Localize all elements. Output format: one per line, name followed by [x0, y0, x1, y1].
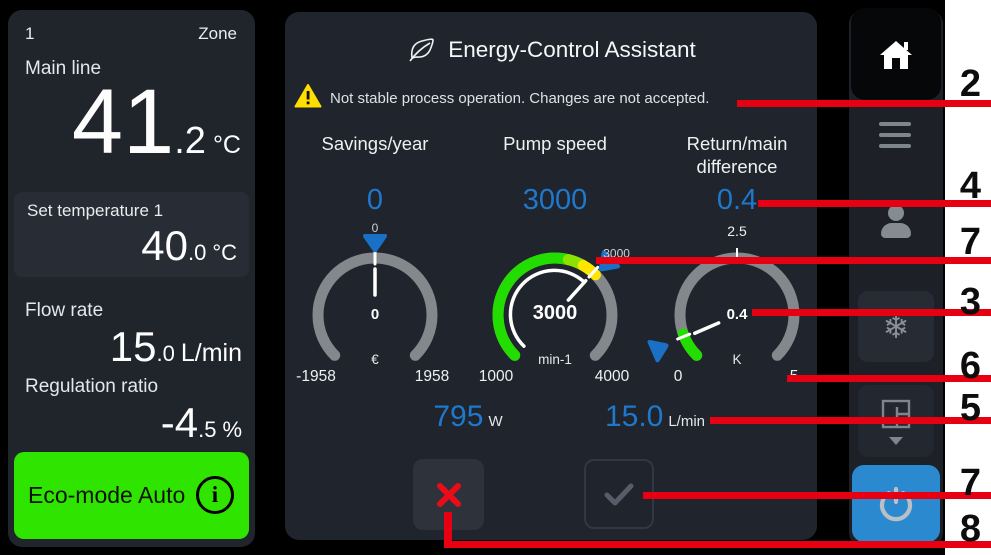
home-button[interactable]	[851, 8, 941, 100]
svg-text:0.4: 0.4	[727, 306, 749, 323]
flow-value-bottom: 15.0	[604, 400, 664, 433]
main-line-unit: °C	[212, 131, 241, 159]
savings-gauge: 0 0 € -1958 1958	[296, 222, 449, 385]
return-main-difference-gauge: 2.50.4K05	[647, 223, 800, 385]
zone-layout-icon	[881, 399, 911, 429]
main-line-value: 41	[71, 71, 175, 173]
regulation-ratio-unit: %	[222, 417, 242, 442]
flow-rate-value: 15	[109, 323, 157, 370]
user-icon	[888, 205, 904, 221]
callout-line-2	[737, 100, 991, 107]
svg-text:€: €	[371, 352, 379, 367]
close-icon	[436, 482, 461, 507]
main-line-label: Main line	[25, 58, 102, 79]
gauge-value-pump-speed: 3000	[522, 184, 588, 216]
power-unit: W	[488, 413, 503, 430]
navigation-sidebar: ❄	[849, 8, 943, 547]
power-value: 795	[433, 400, 484, 433]
callout-line-6	[787, 375, 991, 382]
set-temp-value: 40	[141, 222, 188, 269]
menu-button[interactable]	[879, 122, 911, 148]
svg-text:K: K	[732, 352, 741, 367]
annotation-margin	[945, 0, 991, 555]
warning-message: Not stable process operation. Changes ar…	[330, 90, 710, 107]
callout-number: 6	[959, 345, 981, 387]
svg-text:1000: 1000	[479, 368, 514, 385]
set-temperature-card[interactable]: Set temperature 1 40 .0 °C	[14, 192, 249, 277]
main-line-decimal: .2	[174, 120, 206, 162]
main-line-temperature: 41 .2 °C	[72, 74, 241, 171]
callout-line-3	[752, 309, 991, 316]
callout-number: 7	[959, 462, 981, 504]
callout-number: 5	[959, 387, 981, 429]
callout-number: 3	[959, 281, 981, 323]
chevron-down-icon	[889, 437, 903, 445]
svg-text:0: 0	[371, 306, 379, 323]
regulation-ratio-value-row: -4 .5 %	[161, 402, 242, 444]
check-icon	[604, 483, 634, 506]
eco-mode-button[interactable]: Eco-mode Auto i	[14, 452, 249, 539]
power-icon	[879, 486, 913, 521]
callout-number: 7	[959, 221, 981, 263]
gauge-value-return-main: 0.4	[716, 184, 758, 216]
svg-text:1958: 1958	[415, 368, 449, 385]
gauge-value-savings: 0	[366, 184, 384, 216]
callout-line-8-vertical	[444, 512, 452, 548]
user-button[interactable]	[849, 205, 943, 243]
svg-text:0: 0	[674, 368, 683, 385]
svg-text:3000: 3000	[533, 302, 578, 324]
callout-number: 4	[959, 165, 981, 207]
svg-text:min-1: min-1	[538, 352, 572, 367]
svg-text:-1958: -1958	[296, 368, 336, 385]
callout-number: 2	[959, 63, 981, 105]
panel-title: Energy-Control Assistant	[448, 37, 696, 62]
flow-readout: 15.0 L/min	[580, 400, 730, 434]
regulation-ratio-label: Regulation ratio	[25, 376, 159, 397]
gauge-title-pump-speed: Pump speed	[503, 133, 607, 154]
info-icon[interactable]: i	[196, 476, 234, 514]
zone-number: 1	[25, 24, 35, 43]
gauge-title-savings: Savings/year	[321, 133, 429, 154]
callout-line-8	[444, 541, 991, 548]
callout-line-4	[758, 200, 991, 207]
callout-line-5	[710, 417, 991, 424]
home-icon	[880, 41, 912, 69]
set-temp-label: Set temperature 1	[27, 201, 164, 220]
regulation-ratio-value: -4	[160, 399, 199, 446]
power-button[interactable]	[852, 465, 940, 542]
svg-text:2.5: 2.5	[727, 223, 747, 239]
flow-rate-decimal: .0	[156, 341, 175, 366]
warning-icon	[294, 84, 322, 108]
zone-label: Zone	[198, 24, 237, 43]
gauge-title-return-main: Return/main difference	[686, 133, 788, 178]
flow-unit-bottom: L/min	[668, 413, 706, 430]
svg-text:0: 0	[372, 222, 379, 235]
cooling-button[interactable]: ❄	[858, 291, 934, 362]
flow-rate-label: Flow rate	[25, 300, 104, 321]
flow-rate-unit: L/min	[180, 339, 242, 367]
flow-rate-value-row: 15 .0 L/min	[110, 326, 242, 368]
regulation-ratio-decimal: .5	[198, 417, 217, 442]
callout-number: 8	[959, 508, 981, 550]
leaf-icon	[409, 38, 434, 62]
callout-line-7a	[596, 257, 991, 264]
set-temp-unit: °C	[212, 240, 237, 265]
set-temp-decimal: .0	[187, 240, 207, 265]
set-temp-value-row: 40 .0 °C	[141, 225, 237, 267]
svg-text:4000: 4000	[595, 368, 630, 385]
callout-line-7b	[643, 492, 991, 499]
power-readout: 795 W	[393, 400, 543, 434]
zone-status-panel: 1 Zone Main line 41 .2 °C Set temperatur…	[8, 10, 255, 547]
eco-mode-label: Eco-mode Auto	[28, 482, 186, 508]
